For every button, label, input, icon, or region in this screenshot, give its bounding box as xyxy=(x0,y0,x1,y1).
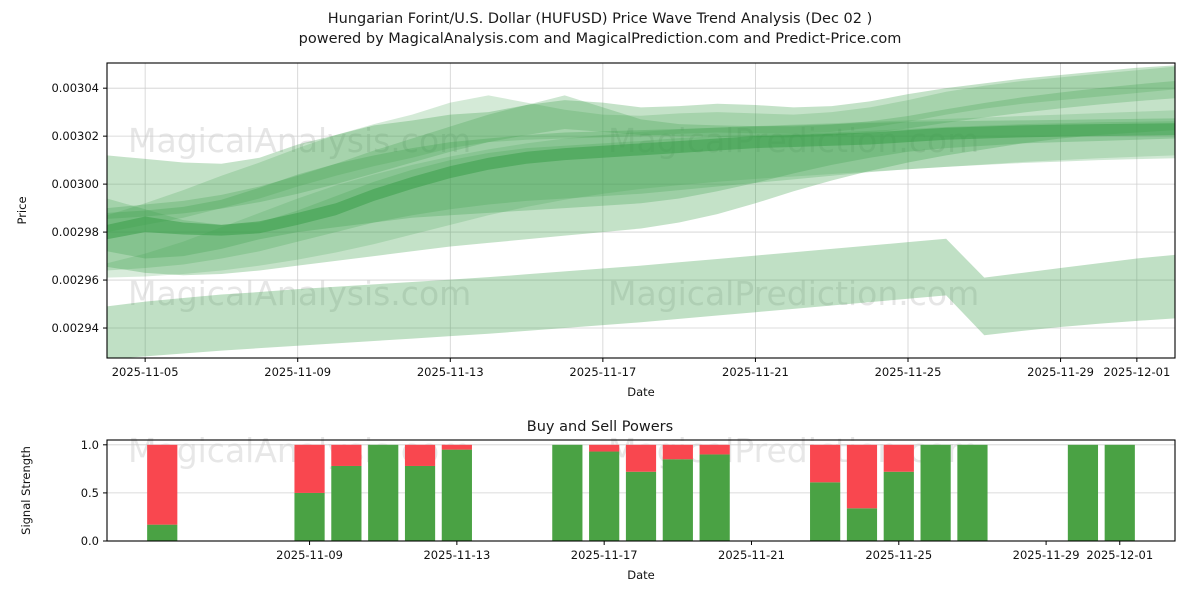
x-tick-label: 2025-11-05 xyxy=(112,365,179,379)
bar-sell-power xyxy=(810,444,841,483)
y-tick-label: 0.00302 xyxy=(51,129,99,143)
plot-frame-lower xyxy=(106,439,1176,542)
watermark-text: MagicalPrediction.com xyxy=(608,274,979,313)
x-axis-label-lower: Date xyxy=(627,568,655,582)
bar-buy-power xyxy=(625,471,657,541)
plot-border xyxy=(106,439,1176,542)
y-tick-label: 0.00304 xyxy=(51,81,99,95)
bar-buy-power xyxy=(589,451,620,541)
plot-border xyxy=(106,62,1176,359)
wave-band xyxy=(107,123,1175,240)
wave-band xyxy=(107,110,1175,278)
x-tick-label: 2025-12-01 xyxy=(1086,548,1153,562)
y-axis-label-main: Price xyxy=(15,196,29,224)
signal-bars xyxy=(147,444,1135,541)
x-tick-label: 2025-11-21 xyxy=(718,548,785,562)
x-tick-label: 2025-12-01 xyxy=(1103,365,1170,379)
bar-buy-power xyxy=(404,465,436,541)
bar-buy-power xyxy=(957,444,988,541)
bar-buy-power xyxy=(1067,444,1099,541)
x-axis-label-main: Date xyxy=(627,385,655,399)
gridlines-main xyxy=(107,63,1175,358)
wave-band xyxy=(107,65,1175,276)
bar-sell-power xyxy=(294,444,325,493)
x-tick-label: 2025-11-13 xyxy=(417,365,484,379)
x-tick-label: 2025-11-25 xyxy=(875,365,942,379)
x-tick-label: 2025-11-17 xyxy=(571,548,638,562)
y-axis-label-lower: Signal Strength xyxy=(19,446,33,535)
plot-frame-main xyxy=(106,62,1176,359)
wave-band xyxy=(107,118,1175,259)
bar-sell-power xyxy=(846,444,878,509)
x-tick-label: 2025-11-29 xyxy=(1013,548,1080,562)
bar-buy-power xyxy=(552,444,583,541)
bar-sell-power xyxy=(699,444,730,455)
watermark-text: MagicalAnalysis.com xyxy=(128,274,471,313)
bar-buy-power xyxy=(699,454,730,541)
wave-band xyxy=(107,80,1175,219)
y-tick-label: 0.5 xyxy=(81,486,99,500)
wave-band xyxy=(107,121,1175,271)
bar-buy-power xyxy=(883,471,914,541)
y-tick-label: 0.0 xyxy=(81,534,99,548)
x-tick-label: 2025-11-09 xyxy=(264,365,331,379)
x-tick-label: 2025-11-21 xyxy=(722,365,789,379)
bar-sell-power xyxy=(404,444,436,466)
x-tick-label: 2025-11-25 xyxy=(865,548,932,562)
bar-buy-power xyxy=(294,492,325,541)
title-line-2: powered by MagicalAnalysis.com and Magic… xyxy=(298,31,902,47)
bar-buy-power xyxy=(920,444,951,541)
bar-sell-power xyxy=(589,444,620,452)
bar-sell-power xyxy=(441,444,472,450)
axis-ticks-main: 0.00294 0.00296 0.00298 0.00300 0.00302 0.003… xyxy=(15,81,1170,399)
wave-band xyxy=(107,66,1175,233)
x-tick-label: 2025-11-13 xyxy=(423,548,490,562)
bar-sell-power xyxy=(331,444,362,466)
bar-buy-power xyxy=(810,482,841,541)
subplot-title-buy-sell: Buy and Sell Powers xyxy=(526,419,674,435)
y-tick-label: 0.00294 xyxy=(51,321,99,335)
y-tick-label: 0.00296 xyxy=(51,273,99,287)
x-tick-label: 2025-11-17 xyxy=(569,365,636,379)
bar-sell-power xyxy=(147,444,178,525)
y-tick-label: 0.00298 xyxy=(51,225,99,239)
y-tick-label: 1.0 xyxy=(81,438,99,452)
bar-buy-power xyxy=(331,465,362,541)
wave-bands xyxy=(107,65,1175,358)
title-line-1: Hungarian Forint/U.S. Dollar (HUFUSD) Pr… xyxy=(327,11,873,27)
x-tick-label: 2025-11-09 xyxy=(276,548,343,562)
page-title: Hungarian Forint/U.S. Dollar (HUFUSD) Pr… xyxy=(0,0,1200,49)
bar-sell-power xyxy=(625,444,657,472)
bar-buy-power xyxy=(368,444,399,541)
wave-band xyxy=(107,238,1175,358)
watermark-text: MagicalAnalysis.com xyxy=(128,121,471,160)
y-tick-label: 0.00300 xyxy=(51,177,99,191)
x-tick-label: 2025-11-29 xyxy=(1027,365,1094,379)
bar-sell-power xyxy=(662,444,693,460)
bar-buy-power xyxy=(662,459,693,541)
bar-buy-power xyxy=(846,508,878,541)
bar-buy-power xyxy=(441,449,472,541)
bar-buy-power xyxy=(1104,444,1135,541)
bar-buy-power xyxy=(147,524,178,541)
axis-ticks-lower: 0.0 0.5 1.0 2025-11-09 2025-11-13 2025-11-17 2… xyxy=(19,438,1153,582)
bar-sell-power xyxy=(883,444,914,472)
